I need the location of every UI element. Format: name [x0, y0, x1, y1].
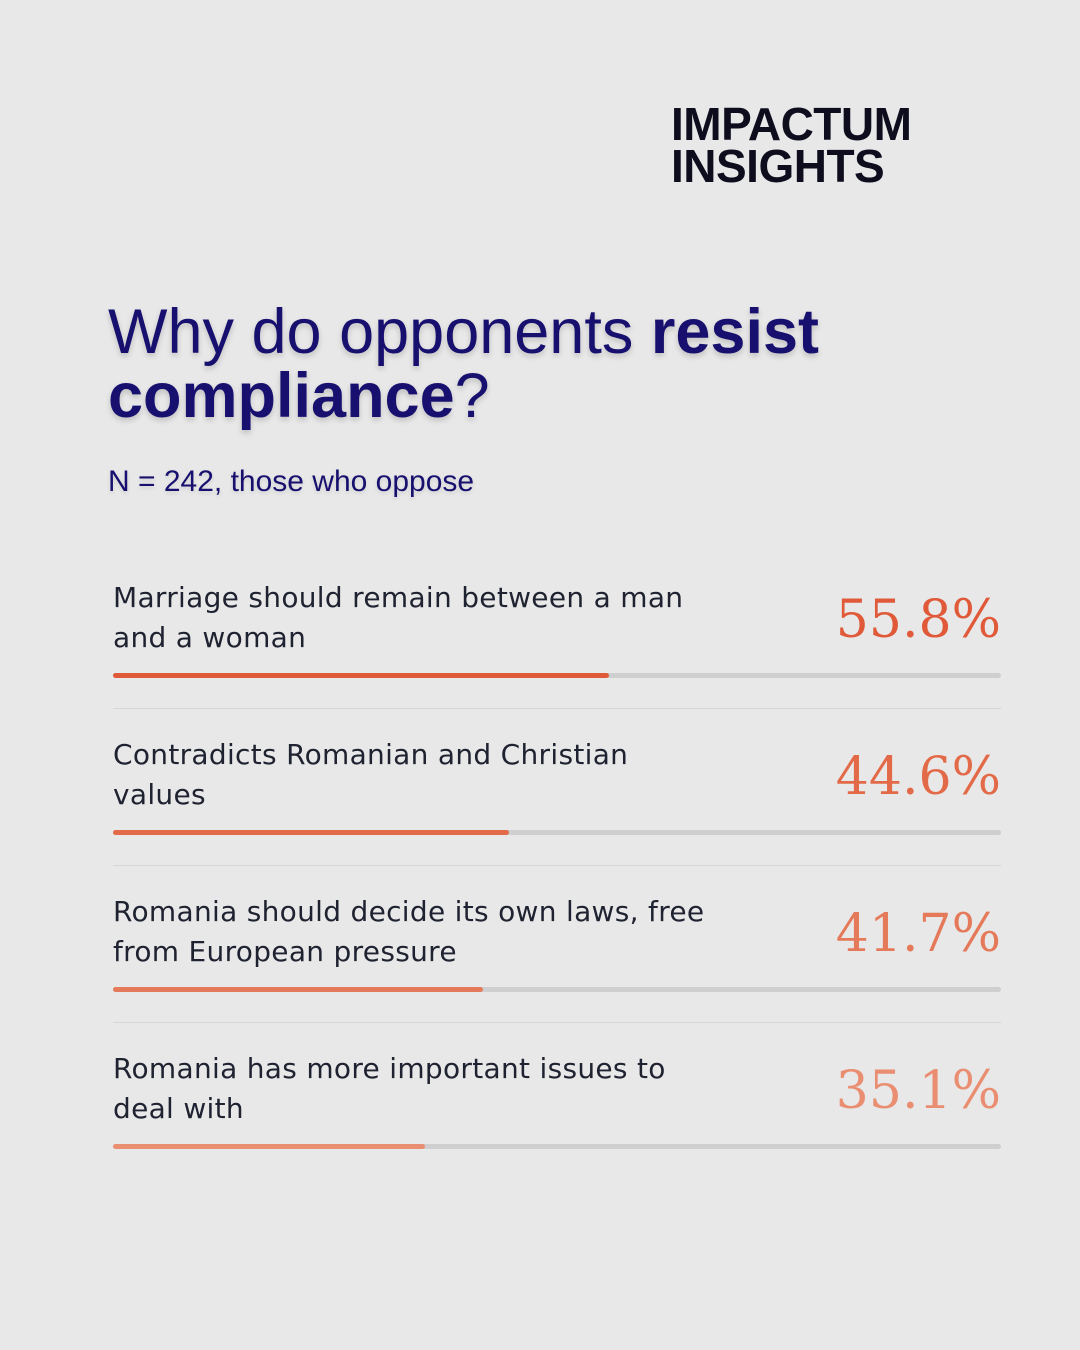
bar-row: Contradicts Romanian and Christian value…: [113, 708, 1001, 892]
bar-label: Romania should decide its own laws, free…: [113, 895, 705, 968]
bar-fill: [113, 987, 484, 992]
bar-value-label: 55.8%: [835, 590, 1001, 650]
brand-logo: IMPACTUM INSIGHTS: [671, 98, 912, 192]
chart-title: Why do opponents resist compliance?: [108, 300, 1008, 428]
bar-row: Marriage should remain between a man and…: [113, 578, 1001, 735]
bar-track: [113, 1144, 1001, 1149]
bar-label: Marriage should remain between a man and…: [113, 581, 684, 654]
bar-value-label: 41.7%: [835, 904, 1001, 964]
title-part-1: Why do opponents: [108, 297, 651, 367]
bar-list: Marriage should remain between a man and…: [113, 578, 1001, 1206]
brand-line-2: INSIGHTS: [671, 140, 885, 192]
bar-row: Romania has more important issues to dea…: [113, 1022, 1001, 1206]
bar-track: [113, 987, 1001, 992]
bar-label: Contradicts Romanian and Christian value…: [113, 738, 629, 811]
bar-track: [113, 673, 1001, 678]
bar-value-label: 44.6%: [835, 747, 1001, 807]
bar-track: [113, 830, 1001, 835]
bar-label: Romania has more important issues to dea…: [113, 1052, 666, 1125]
title-bold-2: compliance: [108, 361, 455, 431]
title-bold-1: resist: [650, 297, 819, 367]
bar-fill: [113, 830, 510, 835]
brand-line-1: IMPACTUM: [671, 98, 912, 150]
bar-row: Romania should decide its own laws, free…: [113, 865, 1001, 1049]
bar-value-label: 35.1%: [835, 1061, 1001, 1121]
bar-fill: [113, 1144, 425, 1149]
bar-fill: [113, 673, 609, 678]
title-part-2: ?: [454, 361, 490, 431]
chart-subtitle: N = 242, those who oppose: [108, 465, 475, 498]
